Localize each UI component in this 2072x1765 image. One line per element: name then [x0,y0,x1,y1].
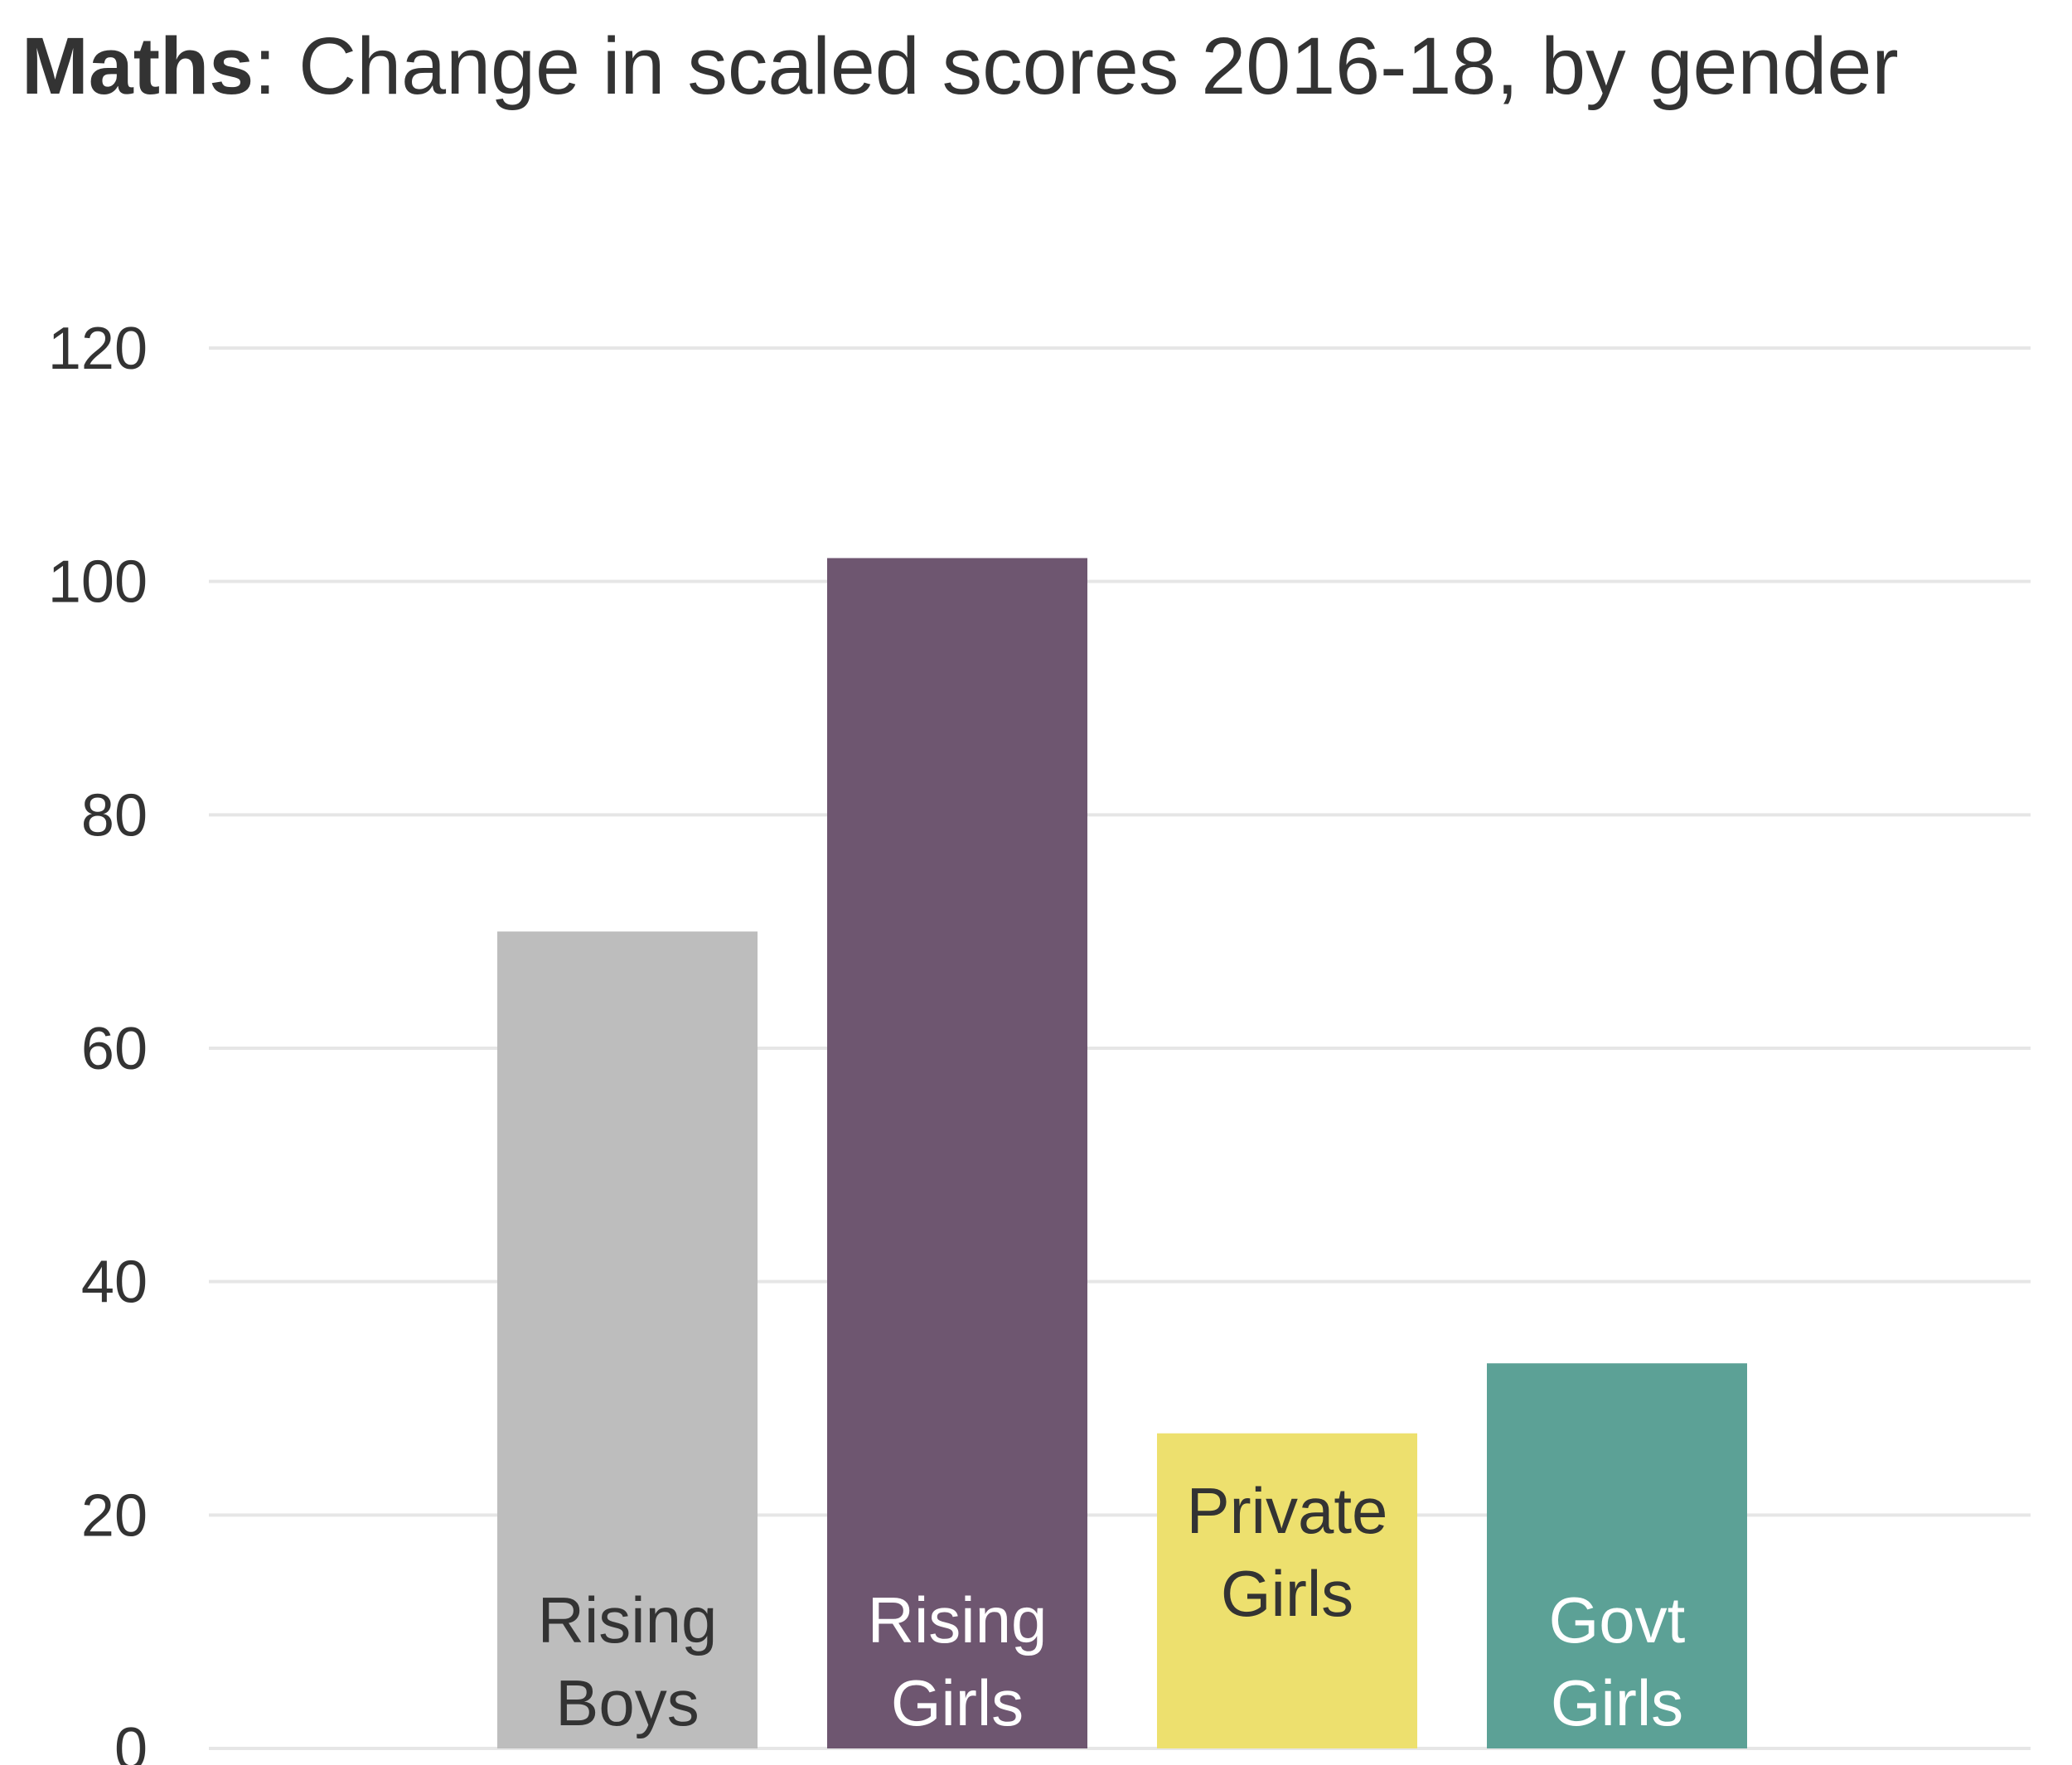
y-tick-label: 0 [114,1716,148,1765]
bar-label: Girls [1221,1557,1353,1630]
bar-label: Rising [868,1584,1048,1656]
y-tick-label: 100 [48,549,148,616]
y-tick-label: 60 [81,1016,148,1082]
bar-govt-girls [1487,1363,1747,1748]
bar-label: Rising [538,1584,718,1656]
bar-label: Girls [1551,1666,1683,1739]
bar-label: Govt [1549,1584,1686,1656]
bar-label: Private [1187,1474,1388,1547]
chart-title: Maths: Change in scaled scores 2016-18, … [22,18,2011,114]
bar-labels: Rising Boys Rising Girls Private Girls Govt Gir… [538,1474,1686,1739]
gridlines [209,346,2031,1750]
bar-private-girls [1157,1433,1417,1748]
bar-label: Girls [891,1666,1024,1739]
chart-title-rest: : Change in scaled scores 2016-18, by ge… [254,21,1899,111]
chart-title-bold: Maths [22,21,254,111]
bar-label: Boys [555,1666,699,1739]
bars [497,558,1747,1748]
y-axis-tick-labels: 0 20 40 60 80 100 120 [48,316,148,1765]
bar-rising-boys [497,931,758,1748]
y-tick-label: 20 [81,1482,148,1549]
y-tick-label: 40 [81,1250,148,1316]
y-tick-label: 120 [48,316,148,382]
y-tick-label: 80 [81,782,148,849]
bar-rising-girls [827,558,1087,1748]
